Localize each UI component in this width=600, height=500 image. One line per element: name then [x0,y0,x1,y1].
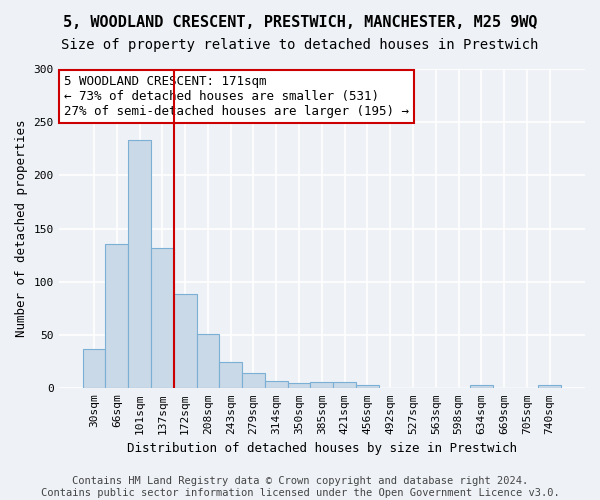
Bar [174,294,197,388]
Bar [151,248,174,388]
Y-axis label: Number of detached properties: Number of detached properties [15,120,28,338]
Bar [83,349,106,389]
Bar [220,362,242,388]
Text: 5, WOODLAND CRESCENT, PRESTWICH, MANCHESTER, M25 9WQ: 5, WOODLAND CRESCENT, PRESTWICH, MANCHES… [63,15,537,30]
Bar [242,374,265,388]
X-axis label: Distribution of detached houses by size in Prestwich: Distribution of detached houses by size … [127,442,517,455]
Bar [197,334,220,388]
Text: Contains HM Land Registry data © Crown copyright and database right 2024.
Contai: Contains HM Land Registry data © Crown c… [41,476,559,498]
Bar [287,383,310,388]
Bar [538,385,561,388]
Bar [470,385,493,388]
Bar [356,385,379,388]
Bar [333,382,356,388]
Text: 5 WOODLAND CRESCENT: 171sqm
← 73% of detached houses are smaller (531)
27% of se: 5 WOODLAND CRESCENT: 171sqm ← 73% of det… [64,76,409,118]
Bar [310,382,333,388]
Bar [128,140,151,388]
Text: Size of property relative to detached houses in Prestwich: Size of property relative to detached ho… [61,38,539,52]
Bar [265,381,287,388]
Bar [106,244,128,388]
